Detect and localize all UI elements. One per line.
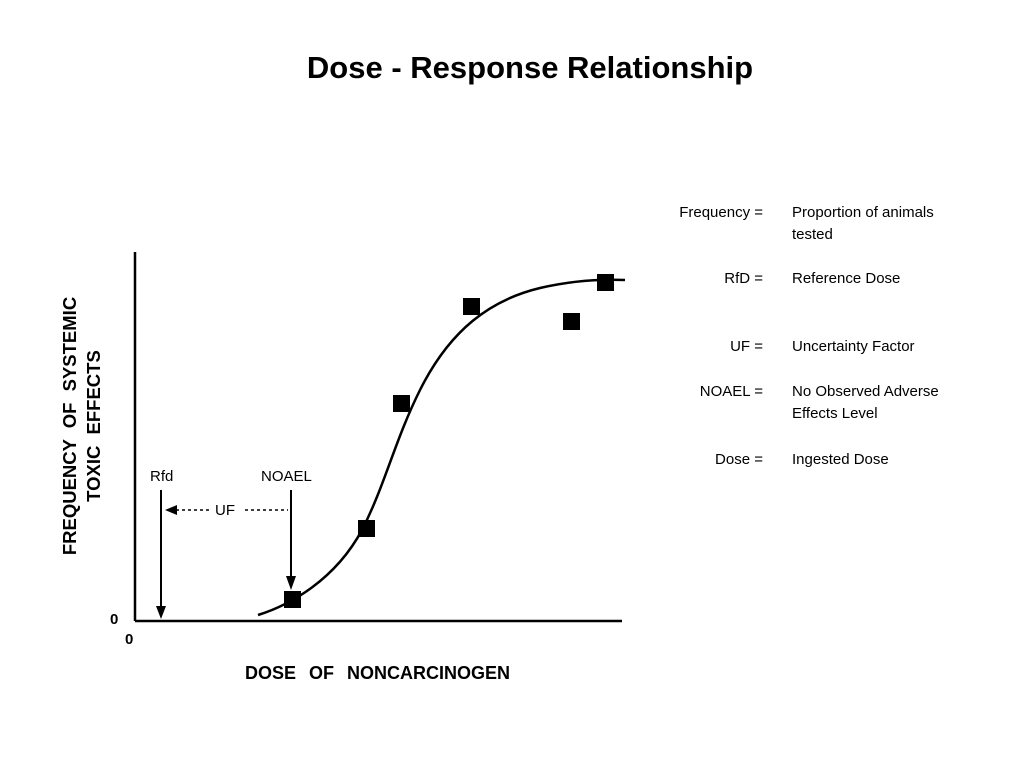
data-point (463, 298, 480, 315)
data-point (284, 591, 301, 608)
legend-definition: Reference Dose (792, 270, 901, 287)
data-point (597, 274, 614, 291)
data-point (358, 520, 375, 537)
x-zero-label: 0 (125, 631, 134, 648)
noael-label: NOAEL (261, 468, 312, 485)
page-title: Dose - Response Relationship (306, 50, 754, 85)
legend-term: Frequency = (679, 204, 763, 221)
x-axis-label: DOSE OF NONCARCINOGEN (244, 663, 510, 683)
legend-term: Dose = (715, 451, 763, 468)
legend-term: NOAEL = (699, 383, 763, 400)
legend-term: RfD = (724, 270, 763, 287)
legend: Frequency = Proportion of animals tested… (640, 202, 1000, 471)
legend-definition: Ingested Dose (792, 451, 889, 468)
legend-term: UF = (730, 338, 763, 355)
legend-definition: Uncertainty Factor (792, 338, 915, 355)
dose-response-curve (257, 278, 626, 617)
legend-row-frequency: Frequency = Proportion of animals tested (640, 202, 1000, 246)
legend-row-rfd: RfD = Reference Dose (640, 268, 1000, 290)
rfd-arrowhead (156, 606, 166, 619)
legend-row-uf: UF = Uncertainty Factor (640, 336, 1000, 358)
noael-arrowhead (286, 576, 296, 590)
uf-arrowhead (165, 505, 177, 515)
y-zero-label: 0 (110, 611, 119, 628)
y-axis-label-line2: TOXIC EFFECTS (83, 349, 104, 502)
legend-definition: Proportion of animals tested (792, 204, 934, 243)
legend-definition: No Observed Adverse Effects Level (792, 383, 939, 422)
y-axis-label-line1: FREQUENCY OF SYSTEMIC (59, 296, 80, 555)
rfd-label: Rfd (150, 468, 174, 485)
legend-row-dose: Dose = Ingested Dose (640, 449, 1000, 471)
legend-row-noael: NOAEL = No Observed Adverse Effects Leve… (640, 381, 1000, 425)
data-point (563, 313, 580, 330)
y-axis-label: FREQUENCY OF SYSTEMIC TOXIC EFFECTS (37, 258, 127, 593)
data-point (393, 395, 410, 412)
uf-label: UF (215, 502, 235, 519)
